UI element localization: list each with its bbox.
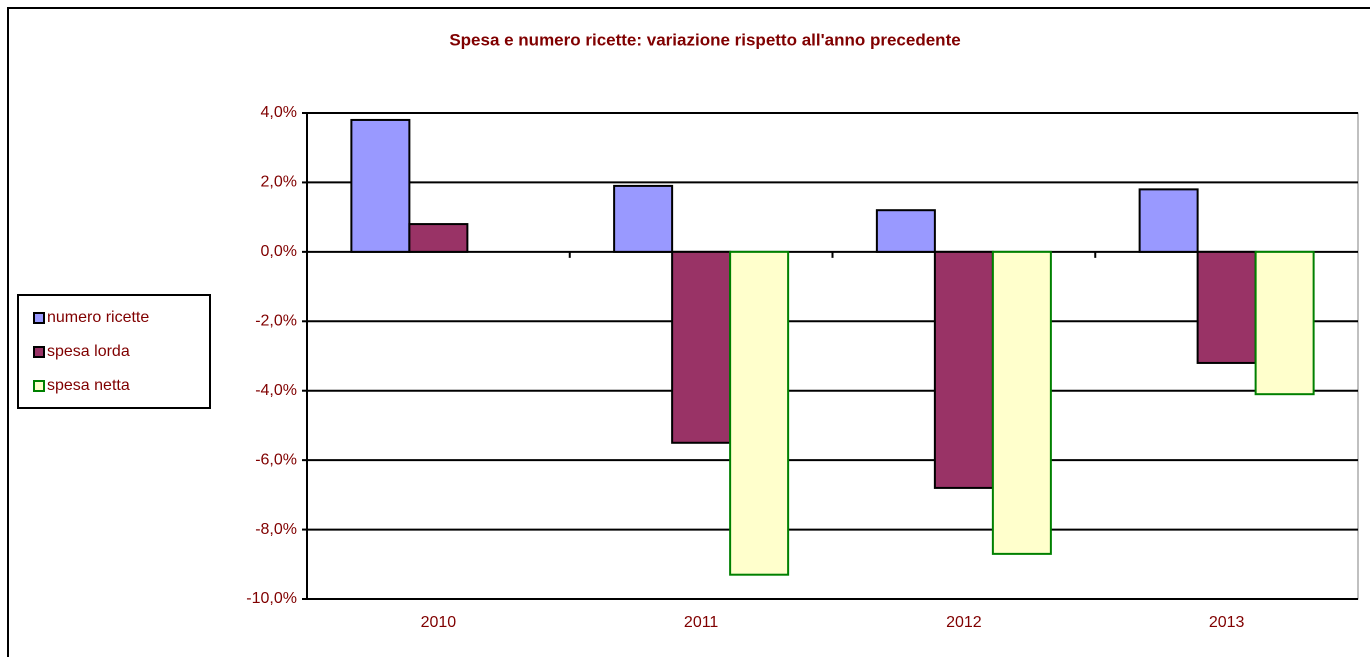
legend-swatch <box>33 380 45 392</box>
legend-swatch <box>33 346 45 358</box>
x-tick-label: 2013 <box>1209 614 1245 631</box>
legend-label: spesa lorda <box>47 343 130 360</box>
x-tick-label: 2010 <box>421 614 457 631</box>
legend-label: numero ricette <box>47 309 149 326</box>
y-tick-label: -8,0% <box>255 521 297 538</box>
bar <box>613 184 674 253</box>
bar <box>671 250 732 444</box>
legend-label: spesa netta <box>47 377 130 394</box>
y-tick-label: -2,0% <box>255 313 297 330</box>
legend-swatch <box>33 312 45 324</box>
x-tick-label: 2012 <box>946 614 982 631</box>
chart-title: Spesa e numero ricette: variazione rispe… <box>449 30 960 49</box>
y-tick-label: 4,0% <box>261 104 297 121</box>
bar <box>991 250 1052 555</box>
bar <box>875 209 936 253</box>
bar <box>729 250 790 576</box>
x-tick-label: 2011 <box>684 614 719 631</box>
y-tick-label: -6,0% <box>255 451 297 468</box>
bar <box>408 223 469 253</box>
y-tick-label: 2,0% <box>261 174 297 191</box>
bar <box>1254 250 1315 396</box>
bar <box>350 118 411 253</box>
bar <box>1138 188 1199 253</box>
y-tick-label: -4,0% <box>255 382 297 399</box>
y-tick-label: -10,0% <box>246 590 297 607</box>
legend-box <box>17 294 211 409</box>
bar <box>1196 250 1257 364</box>
y-tick-label: 0,0% <box>261 243 297 260</box>
bar <box>933 250 994 489</box>
